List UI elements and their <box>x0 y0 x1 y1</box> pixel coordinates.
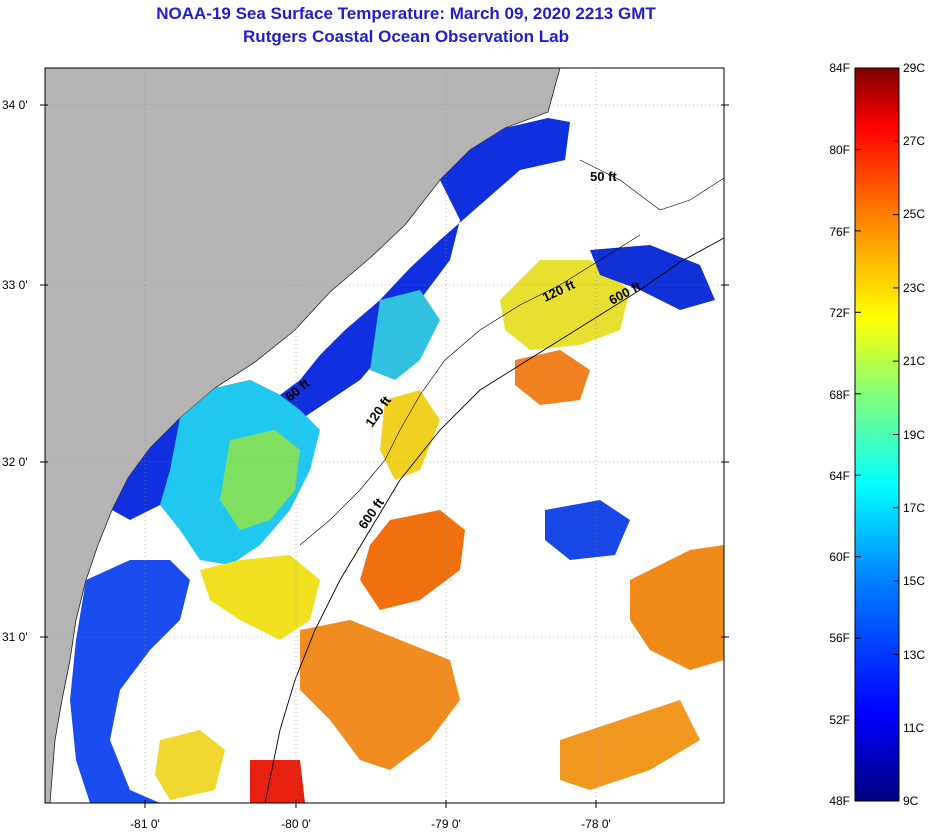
colorbar-fahrenheit-ticks <box>855 67 861 802</box>
sst-yellow-sw <box>155 730 225 800</box>
map-title: NOAA-19 Sea Surface Temperature: March 0… <box>156 4 656 23</box>
sst-orange-offshore-1 <box>515 350 590 405</box>
axis-ticks <box>40 104 729 808</box>
lat-label-33: 33 0' <box>2 278 28 292</box>
cb-c-17: 17C <box>903 501 925 515</box>
cb-f-48: 48F <box>829 794 850 808</box>
sst-blue-ne <box>590 245 715 310</box>
lon-label-80: -80 0' <box>281 817 311 831</box>
contour-120ft <box>299 234 641 546</box>
sst-blue-se <box>545 500 630 560</box>
sst-blue-south <box>70 560 190 803</box>
sst-green-shelf <box>220 430 300 530</box>
cb-f-60: 60F <box>829 550 850 564</box>
colorbar <box>854 67 900 802</box>
lat-label-31: 31 0' <box>2 630 28 644</box>
cb-c-23: 23C <box>903 281 925 295</box>
sst-yellow-shelf <box>200 555 320 640</box>
sst-red-spot <box>250 760 305 803</box>
land-area <box>45 68 560 803</box>
cb-f-52: 52F <box>829 713 850 727</box>
contour-label-50ft: 50 ft <box>590 169 617 184</box>
lon-label-81: -81 0' <box>130 817 160 831</box>
map-border <box>44 67 725 804</box>
cb-c-25: 25C <box>903 207 925 221</box>
cb-f-56: 56F <box>829 631 850 645</box>
cb-f-76: 76F <box>829 225 850 239</box>
sst-orange-offshore-3 <box>300 620 460 770</box>
contour-50ft <box>579 159 724 211</box>
sst-yellow-ne <box>500 260 630 350</box>
cb-f-72: 72F <box>829 306 850 320</box>
cb-f-68: 68F <box>829 388 850 402</box>
sst-orange-se <box>560 700 700 790</box>
sst-yellow-mid <box>380 390 440 480</box>
lat-label-34: 34 0' <box>2 98 28 112</box>
sst-orange-east <box>630 545 724 670</box>
map-subtitle: Rutgers Coastal Ocean Observation Lab <box>243 27 569 46</box>
lat-label-32: 32 0' <box>2 455 28 469</box>
cb-c-29: 29C <box>903 61 925 75</box>
cb-c-27: 27C <box>903 134 925 148</box>
cb-c-19: 19C <box>903 428 925 442</box>
contour-600ft <box>264 237 724 803</box>
graticule <box>45 68 724 803</box>
cb-c-13: 13C <box>903 648 925 662</box>
cb-c-9: 9C <box>903 794 919 808</box>
colorbar-celsius-ticks <box>893 67 899 802</box>
sst-cyan-upper <box>370 290 440 380</box>
cb-c-21: 21C <box>903 354 925 368</box>
cb-c-11: 11C <box>903 721 924 735</box>
cb-f-84: 84F <box>829 61 850 75</box>
lon-label-79: -79 0' <box>431 817 461 831</box>
lon-label-78: -78 0' <box>581 817 611 831</box>
cb-c-15: 15C <box>903 574 925 588</box>
cb-f-80: 80F <box>829 143 850 157</box>
cb-f-64: 64F <box>829 469 850 483</box>
sst-orange-offshore-2 <box>360 510 465 610</box>
